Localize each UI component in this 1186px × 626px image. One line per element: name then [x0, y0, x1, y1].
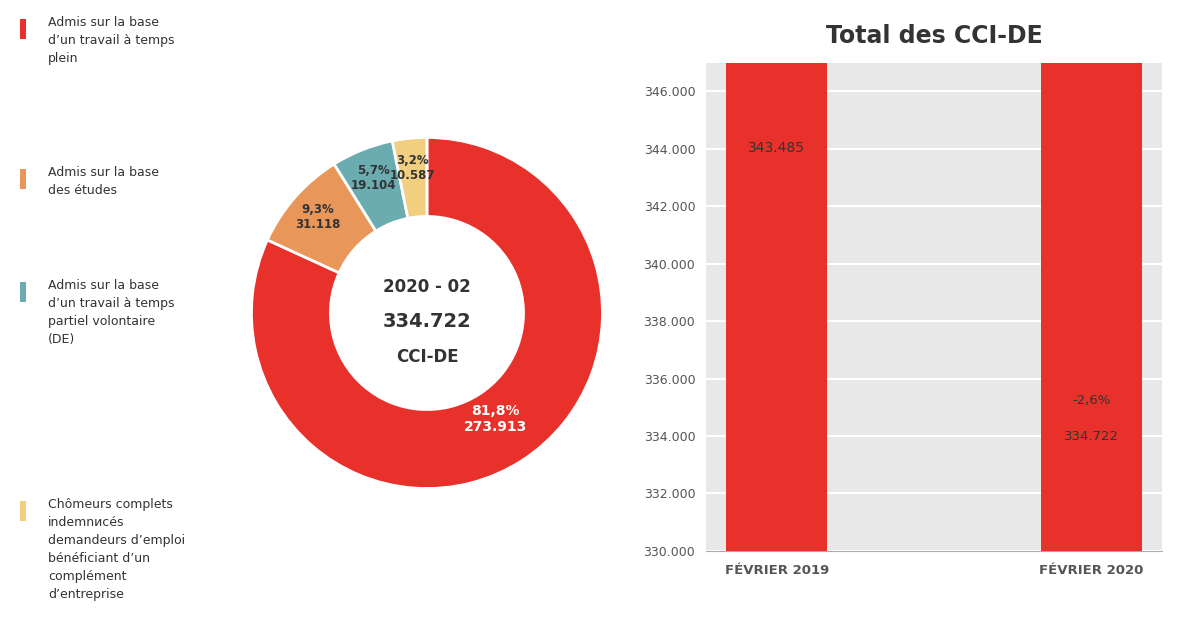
Bar: [706, 321, 1162, 379]
Bar: [706, 149, 1162, 206]
Text: 81,8%
273.913: 81,8% 273.913: [464, 404, 527, 434]
Text: 334.722: 334.722: [383, 312, 471, 331]
Text: 334.722: 334.722: [1064, 429, 1118, 443]
Text: 3,2%
10.587: 3,2% 10.587: [390, 154, 435, 182]
Bar: [706, 264, 1162, 321]
Text: 5,7%
19.104: 5,7% 19.104: [350, 163, 396, 192]
Text: Admis sur la base
des études: Admis sur la base des études: [49, 166, 159, 197]
Wedge shape: [393, 138, 427, 218]
FancyBboxPatch shape: [20, 282, 26, 302]
Bar: [706, 91, 1162, 149]
Title: Total des CCI-DE: Total des CCI-DE: [825, 24, 1042, 48]
FancyBboxPatch shape: [20, 19, 26, 39]
FancyBboxPatch shape: [20, 501, 26, 521]
Wedge shape: [251, 138, 602, 488]
Text: CCI-DE: CCI-DE: [396, 348, 458, 366]
Text: 9,3%
31.118: 9,3% 31.118: [295, 203, 340, 231]
Text: 2020 - 02: 2020 - 02: [383, 278, 471, 295]
Bar: [706, 206, 1162, 264]
Bar: [706, 436, 1162, 493]
Text: Chômeurs complets
indemnисés
demandeurs d’emploi
bénéficiant d’un
complément
d’e: Chômeurs complets indemnисés demandeurs …: [49, 498, 185, 601]
Bar: [706, 379, 1162, 436]
Text: Admis sur la base
d’un travail à temps
plein: Admis sur la base d’un travail à temps p…: [49, 16, 174, 64]
Bar: [706, 493, 1162, 551]
Text: -2,6%: -2,6%: [1072, 394, 1110, 407]
Text: Admis sur la base
d’un travail à temps
partiel volontaire
(DE): Admis sur la base d’un travail à temps p…: [49, 279, 174, 346]
Text: 343.485: 343.485: [748, 141, 805, 155]
Wedge shape: [334, 141, 408, 231]
Bar: [706, 63, 1162, 91]
Wedge shape: [267, 164, 376, 273]
Bar: [1041, 0, 1141, 551]
Bar: [726, 0, 827, 551]
FancyBboxPatch shape: [20, 169, 26, 189]
